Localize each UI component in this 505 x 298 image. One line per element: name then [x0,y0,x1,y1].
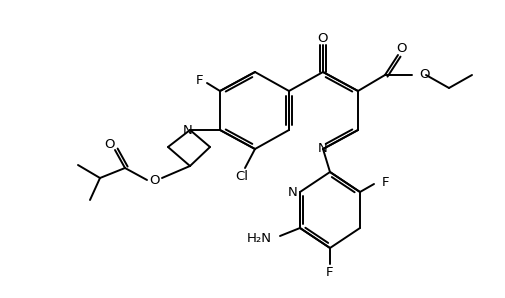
Text: O: O [396,43,407,55]
Text: O: O [149,173,160,187]
Text: F: F [196,74,204,86]
Text: O: O [105,137,115,150]
Text: O: O [418,69,429,81]
Text: F: F [326,266,333,279]
Text: Cl: Cl [235,170,248,182]
Text: N: N [288,185,297,198]
Text: H₂N: H₂N [246,232,272,244]
Text: N: N [183,123,192,136]
Text: F: F [381,176,389,189]
Text: N: N [318,142,327,156]
Text: O: O [317,32,328,44]
